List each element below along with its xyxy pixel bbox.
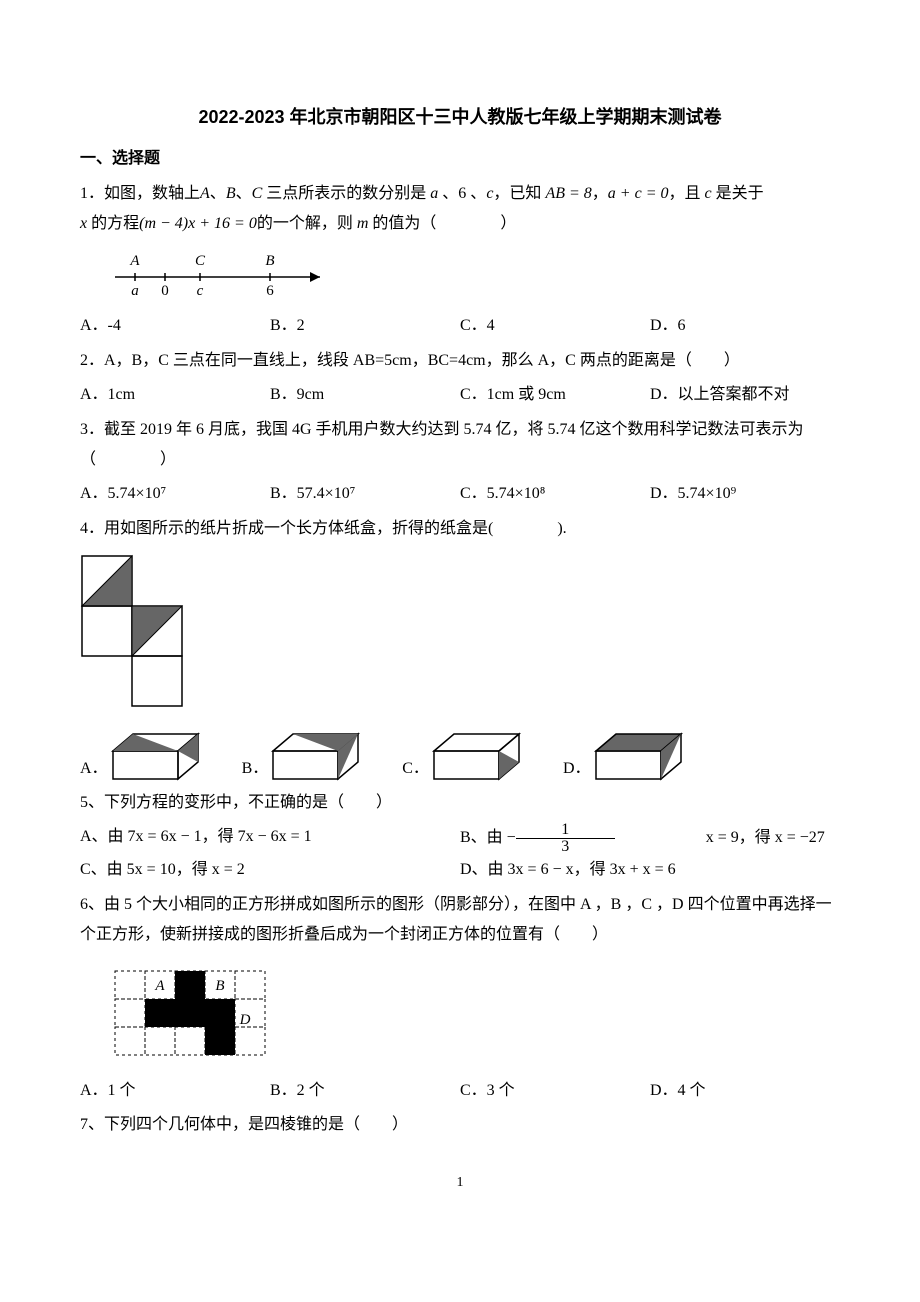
section-1-header: 一、选择题: [80, 144, 840, 174]
q1-eq2: a + c = 0: [608, 185, 669, 202]
q5-opt-d: D、由 3x = 6 − x，得 3x + x = 6: [460, 855, 840, 885]
q6-opt-d: D．4 个: [650, 1076, 840, 1106]
number-line-svg: A C B a 0 c 6: [110, 249, 340, 299]
q1-opt-d: D．6: [650, 311, 840, 341]
q4-opt-b-label: B．: [242, 754, 269, 784]
q1-text-c: 、: [236, 185, 252, 202]
net-svg: [80, 554, 230, 709]
q1-text-h: ，且: [669, 185, 705, 202]
q6-opt-c: C．3 个: [460, 1076, 650, 1106]
q1-text-f: ，已知: [493, 185, 545, 202]
q1-eq3: (m − 4)x + 16 = 0: [139, 215, 257, 232]
q1-text-e: 、6 、: [438, 185, 486, 202]
q1-text-i: 是关于: [712, 185, 764, 202]
q1-number-line: A C B a 0 c 6: [110, 249, 840, 299]
q4-net-figure: [80, 554, 840, 709]
q1-text-b: 、: [210, 185, 226, 202]
q3-opt-b: B．57.4×10⁷: [270, 479, 460, 509]
q3-opt-a: A．5.74×10⁷: [80, 479, 270, 509]
q5-opt-b-b: x = 9，得 x = −27: [706, 830, 825, 847]
q2-opt-b: B．9cm: [270, 380, 460, 410]
question-2: 2．A，B，C 三点在同一直线上，线段 AB=5cm，BC=4cm，那么 A，C…: [80, 346, 840, 376]
q1-options: A．-4 B．2 C．4 D．6: [80, 311, 840, 341]
q4-box-d-icon: [591, 729, 691, 784]
q6-options: A．1 个 B．2 个 C．3 个 D．4 个: [80, 1076, 840, 1106]
q1-opt-a: A．-4: [80, 311, 270, 341]
q1-text-a: 1．如图，数轴上: [80, 185, 200, 202]
q1-var-m: m: [357, 215, 369, 232]
q3-opt-c: C．5.74×10⁸: [460, 479, 650, 509]
question-6: 6、由 5 个大小相同的正方形拼成如图所示的图形（阴影部分），在图中 A ，B …: [80, 890, 840, 951]
q3-options: A．5.74×10⁷ B．57.4×10⁷ C．5.74×10⁸ D．5.74×…: [80, 479, 840, 509]
q5-opt-b-a: B、由 −: [460, 830, 516, 847]
q1-opt-c: C．4: [460, 311, 650, 341]
q5-opt-b: B、由 −13x = 9，得 x = −27: [460, 822, 840, 855]
q2-opt-a: A．1cm: [80, 380, 270, 410]
q4-opt-d-label: D．: [563, 754, 591, 784]
q6-grid-figure: A B D C: [110, 966, 840, 1061]
q1-text-g: ，: [592, 185, 608, 202]
svg-text:C: C: [225, 1041, 236, 1057]
q1-line2-c: 的值为（ ）: [368, 215, 516, 232]
q1-text-d: 三点所表示的数分别是: [262, 185, 430, 202]
svg-text:0: 0: [161, 283, 169, 299]
q5-options: A、由 7x = 6x − 1，得 7x − 6x = 1 B、由 −13x =…: [80, 822, 840, 885]
q2-opt-d: D．以上答案都不对: [650, 380, 840, 410]
q1-var-A: A: [200, 185, 210, 202]
svg-text:a: a: [131, 283, 139, 299]
svg-text:B: B: [265, 253, 274, 269]
q5-opt-a: A、由 7x = 6x − 1，得 7x − 6x = 1: [80, 822, 460, 855]
svg-text:c: c: [197, 283, 204, 299]
q4-options: A． B． C． D．: [80, 729, 840, 784]
svg-text:A: A: [129, 253, 140, 269]
q5-opt-c: C、由 5x = 10，得 x = 2: [80, 855, 460, 885]
q1-line2-b: 的一个解，则: [257, 215, 357, 232]
q1-opt-b: B．2: [270, 311, 460, 341]
svg-text:D: D: [239, 1012, 251, 1028]
q4-box-b-icon: [268, 729, 368, 784]
exam-title: 2022-2023 年北京市朝阳区十三中人教版七年级上学期期末测试卷: [80, 100, 840, 134]
q6-grid-svg: A B D C: [110, 966, 280, 1061]
question-5: 5、下列方程的变形中，不正确的是（ ）: [80, 788, 840, 818]
page-number: 1: [80, 1170, 840, 1197]
q1-var-C: C: [252, 185, 263, 202]
q4-box-c-icon: [429, 729, 529, 784]
q4-opt-a-label: A．: [80, 754, 108, 784]
question-1: 1．如图，数轴上A、B、C 三点所表示的数分别是 a 、6 、c，已知 AB =…: [80, 179, 840, 240]
fraction-icon: 13: [516, 822, 706, 855]
q6-opt-a: A．1 个: [80, 1076, 270, 1106]
question-4: 4．用如图所示的纸片折成一个长方体纸盒，折得的纸盒是( ).: [80, 514, 840, 544]
svg-text:B: B: [215, 978, 224, 994]
q1-var-B: B: [226, 185, 236, 202]
q1-eq1: AB = 8: [545, 185, 591, 202]
q4-box-a-icon: [108, 729, 208, 784]
q2-opt-c: C．1cm 或 9cm: [460, 380, 650, 410]
question-3: 3．截至 2019 年 6 月底，我国 4G 手机用户数大约达到 5.74 亿，…: [80, 415, 840, 476]
q4-opt-c-label: C．: [402, 754, 429, 784]
svg-text:C: C: [195, 253, 206, 269]
q6-opt-b: B．2 个: [270, 1076, 460, 1106]
q2-options: A．1cm B．9cm C．1cm 或 9cm D．以上答案都不对: [80, 380, 840, 410]
q1-line2-a: 的方程: [87, 215, 139, 232]
question-7: 7、下列四个几何体中，是四棱锥的是（ ）: [80, 1110, 840, 1140]
q3-opt-d: D．5.74×10⁹: [650, 479, 840, 509]
svg-text:6: 6: [266, 283, 274, 299]
svg-text:A: A: [154, 978, 165, 994]
q1-var-c2: c: [705, 185, 712, 202]
